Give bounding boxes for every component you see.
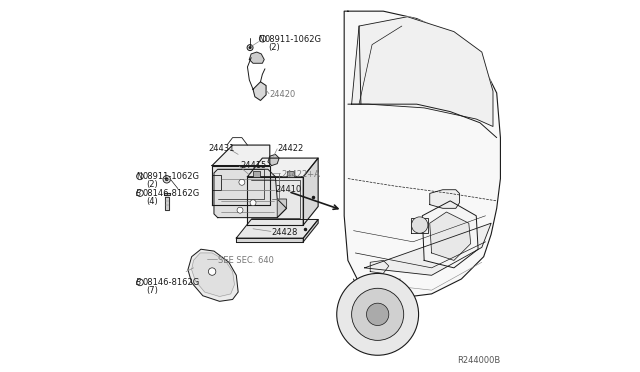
Circle shape: [209, 268, 216, 275]
Circle shape: [259, 35, 266, 42]
Polygon shape: [212, 166, 270, 205]
Polygon shape: [422, 201, 478, 268]
Polygon shape: [253, 82, 266, 100]
Text: (4): (4): [146, 197, 157, 206]
Polygon shape: [236, 219, 318, 238]
Circle shape: [351, 288, 404, 340]
Polygon shape: [236, 238, 303, 242]
Text: 24428: 24428: [271, 228, 298, 237]
Polygon shape: [214, 169, 287, 218]
Circle shape: [163, 176, 170, 183]
Polygon shape: [248, 158, 318, 177]
Polygon shape: [188, 249, 238, 301]
Circle shape: [250, 200, 256, 206]
Circle shape: [237, 207, 243, 213]
Bar: [287, 171, 294, 177]
Polygon shape: [429, 212, 470, 260]
Polygon shape: [365, 223, 491, 275]
Circle shape: [249, 46, 252, 49]
Text: R244000B: R244000B: [457, 356, 500, 365]
Text: 24431: 24431: [209, 144, 235, 153]
Text: 08911-1062G: 08911-1062G: [265, 35, 322, 44]
Polygon shape: [212, 145, 270, 166]
Text: (7): (7): [146, 286, 158, 295]
Polygon shape: [411, 218, 428, 232]
Polygon shape: [165, 197, 168, 210]
Polygon shape: [191, 253, 234, 296]
Polygon shape: [277, 199, 287, 218]
Polygon shape: [344, 11, 500, 298]
Polygon shape: [370, 260, 389, 273]
Text: 24422+A: 24422+A: [281, 170, 320, 179]
Text: N: N: [136, 172, 141, 181]
Polygon shape: [429, 190, 460, 208]
Polygon shape: [248, 177, 303, 225]
Circle shape: [367, 303, 389, 326]
Text: 08911-1062G: 08911-1062G: [142, 172, 199, 181]
Circle shape: [136, 190, 143, 196]
Text: 24415: 24415: [240, 161, 266, 170]
Circle shape: [239, 179, 245, 185]
Polygon shape: [303, 219, 318, 242]
Circle shape: [165, 178, 168, 181]
Polygon shape: [268, 154, 279, 166]
Polygon shape: [164, 193, 170, 195]
Circle shape: [136, 279, 143, 286]
Text: B: B: [136, 278, 141, 287]
Text: SEE SEC. 640: SEE SEC. 640: [218, 256, 273, 265]
Text: 24422: 24422: [277, 144, 303, 153]
Text: 24420: 24420: [270, 90, 296, 99]
Text: 24410: 24410: [275, 185, 301, 194]
Circle shape: [412, 217, 428, 233]
Polygon shape: [351, 17, 493, 126]
Bar: [253, 171, 260, 177]
Circle shape: [247, 45, 253, 51]
Text: 08146-8162G: 08146-8162G: [142, 189, 200, 198]
Text: B: B: [136, 189, 141, 198]
Circle shape: [136, 173, 143, 180]
Text: (2): (2): [269, 43, 280, 52]
Text: N: N: [259, 35, 264, 44]
Circle shape: [337, 273, 419, 355]
Text: (2): (2): [146, 180, 157, 189]
Polygon shape: [303, 158, 318, 225]
Polygon shape: [250, 52, 264, 63]
Text: 08146-8162G: 08146-8162G: [142, 278, 200, 287]
